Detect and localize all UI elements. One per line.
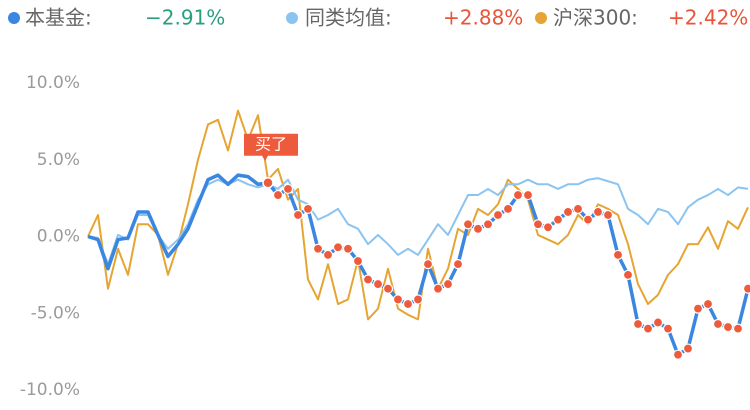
holding-dot — [712, 318, 724, 330]
holding-dot — [572, 203, 584, 214]
holding-dot — [552, 214, 564, 225]
holding-dot — [642, 323, 654, 334]
series-line — [87, 177, 749, 266]
y-tick-label: 10.0% — [26, 73, 80, 93]
holding-dot — [652, 317, 664, 328]
holding-dot — [602, 209, 614, 221]
legend-label: 同类均值: — [305, 6, 392, 30]
legend-marker — [286, 12, 298, 24]
holding-dot — [432, 283, 444, 294]
holding-dot — [512, 189, 524, 201]
holding-dot — [402, 298, 414, 310]
holding-dot — [282, 183, 294, 195]
holding-dot — [452, 259, 464, 270]
holding-dot — [582, 214, 594, 225]
legend-label: 沪深300: — [553, 6, 638, 30]
holding-dot — [722, 321, 734, 333]
holding-dot — [522, 189, 534, 201]
holding-dot — [382, 283, 394, 294]
y-tick-label: 5.0% — [37, 150, 80, 170]
holding-dot — [632, 318, 644, 330]
holding-dot — [482, 219, 494, 230]
annotation-text: 买了 — [255, 134, 287, 153]
holding-dot — [622, 269, 634, 280]
series-line — [87, 109, 749, 321]
annotation-bubble — [244, 133, 298, 161]
holding-dot — [732, 323, 744, 334]
holding-dot — [492, 209, 504, 221]
holding-dot — [502, 203, 514, 214]
legend-value: −2.91% — [145, 6, 225, 30]
holding-dot — [272, 189, 284, 201]
holding-dot — [702, 298, 714, 310]
holding-dot — [302, 203, 314, 214]
holding-dot — [742, 283, 750, 294]
y-tick-label: 0.0% — [37, 227, 80, 247]
legend-label: 本基金: — [25, 6, 92, 30]
holding-dot — [392, 294, 404, 305]
holding-dot — [612, 249, 624, 261]
holding-dot — [342, 243, 354, 254]
legend-marker — [8, 12, 20, 24]
holding-dot — [592, 206, 604, 218]
holding-dot — [372, 278, 384, 290]
holding-dot — [362, 274, 374, 285]
holding-dot — [662, 323, 674, 334]
holding-dot — [322, 249, 334, 261]
holding-dot — [472, 223, 484, 234]
y-tick-label: -5.0% — [31, 303, 80, 323]
holding-dot — [442, 278, 454, 290]
holding-dot — [562, 206, 574, 218]
holding-dot — [312, 243, 324, 254]
holding-dot — [422, 259, 434, 270]
legend-value: +2.88% — [443, 6, 523, 30]
holding-dot — [692, 303, 704, 314]
holding-dot — [532, 219, 544, 230]
y-tick-label: -10.0% — [20, 380, 80, 400]
holding-dot — [332, 242, 344, 253]
holding-dot — [352, 255, 364, 267]
holding-dot — [292, 209, 304, 221]
holding-dot — [462, 219, 474, 230]
annotation-dot — [262, 177, 274, 189]
holding-dot — [672, 349, 684, 360]
holding-dot — [682, 343, 694, 354]
holding-dot — [412, 294, 424, 305]
legend-marker — [535, 12, 547, 24]
legend-value: +2.42% — [668, 6, 748, 30]
holding-dot — [542, 222, 554, 233]
